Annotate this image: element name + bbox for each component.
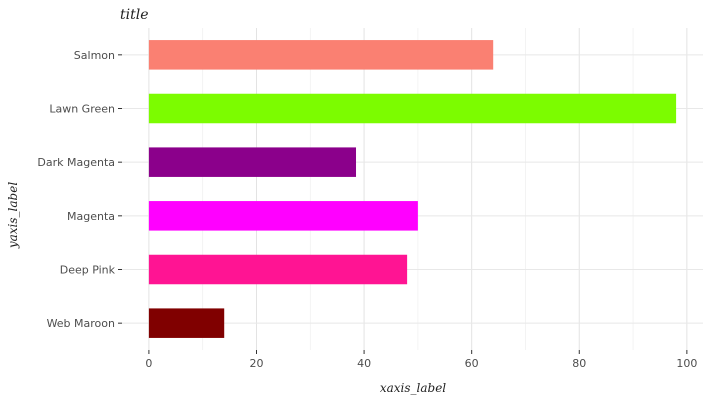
y-axis-title: yaxis_label [6, 182, 20, 249]
x-tick-label: 40 [357, 357, 371, 370]
y-tick-label: Web Maroon [47, 317, 115, 330]
bar [148, 308, 225, 338]
y-tick-label: Magenta [67, 210, 115, 223]
x-tick-label: 60 [465, 357, 479, 370]
x-tick-label: 100 [676, 357, 697, 370]
bars [148, 40, 677, 338]
x-tick-label: 20 [249, 357, 263, 370]
y-tick-label: Salmon [74, 49, 115, 62]
bar [148, 201, 418, 231]
y-tick-label: Lawn Green [49, 103, 115, 116]
bar [148, 147, 357, 177]
x-axis-title: xaxis_label [380, 381, 446, 395]
bar [148, 40, 494, 70]
y-tick-label: Deep Pink [60, 264, 116, 277]
chart-title: title [120, 7, 149, 23]
x-tick-label: 80 [572, 357, 586, 370]
bar [148, 93, 677, 124]
x-tick-label: 0 [145, 357, 152, 370]
x-axis: 0 20 40 60 80 100 [145, 350, 697, 370]
bar [148, 254, 408, 285]
y-axis: Web Maroon Deep Pink Magenta Dark Magenta La… [37, 49, 122, 330]
grid [122, 28, 703, 350]
y-tick-label: Dark Magenta [37, 156, 115, 169]
